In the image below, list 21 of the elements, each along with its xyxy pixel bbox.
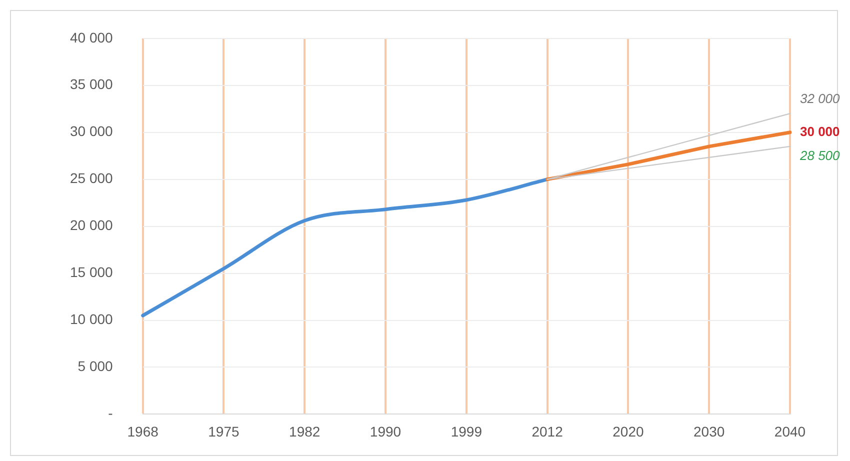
data-label: 30 000 (800, 124, 840, 139)
y-tick-label: - (108, 405, 114, 422)
y-tick-label: 15 000 (70, 264, 114, 280)
x-tick-label: 2020 (612, 423, 644, 440)
x-tick-label: 1990 (370, 423, 402, 440)
x-tick-label: 1982 (289, 423, 320, 440)
y-tick-label: 10 000 (70, 311, 114, 328)
y-tick-label: 30 000 (70, 123, 114, 140)
y-tick-label: 20 000 (70, 217, 114, 234)
y-tick-label: 40 000 (70, 29, 114, 46)
x-tick-label: 1999 (450, 423, 482, 440)
x-tick-label: 1968 (127, 423, 159, 440)
y-tick-label: 5 000 (78, 358, 114, 374)
x-tick-label: 2040 (774, 423, 806, 440)
x-tick-label: 2012 (532, 423, 564, 440)
y-tick-label: 25 000 (70, 170, 114, 186)
y-tick-label: 35 000 (70, 76, 114, 92)
x-tick-label: 2030 (694, 423, 725, 440)
data-label: 32 000 (800, 91, 841, 106)
x-tick-label: 1975 (208, 423, 240, 440)
data-label: 28 500 (799, 148, 841, 164)
